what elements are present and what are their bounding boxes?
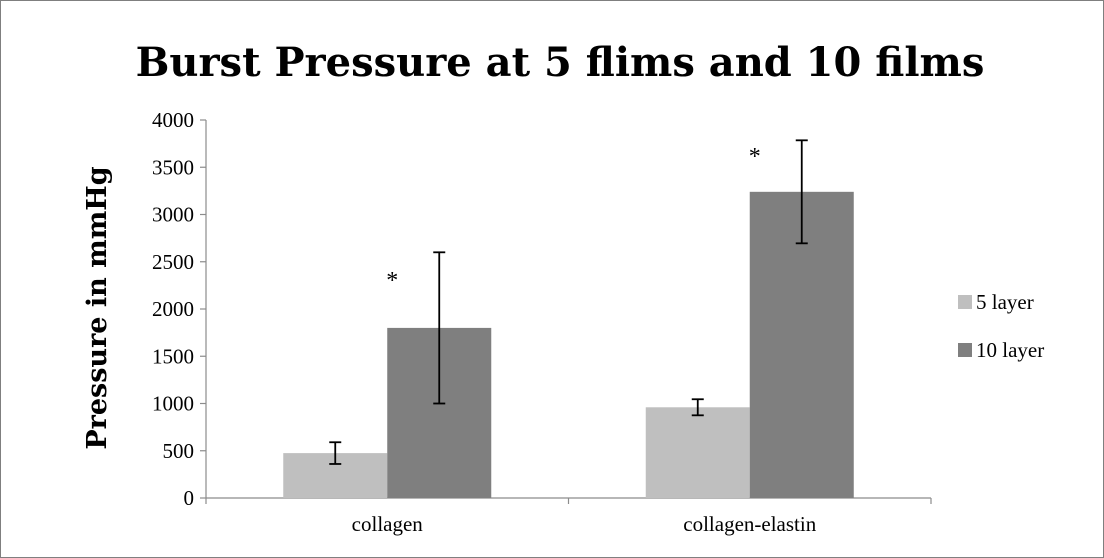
x-tick-label: collagen-elastin (683, 512, 816, 536)
legend-swatch (958, 295, 972, 309)
y-tick-label: 0 (184, 486, 195, 510)
error-bar (795, 139, 808, 245)
legend-label: 5 layer (976, 290, 1034, 314)
legend: 5 layer 10 layer (958, 290, 1044, 362)
bar (645, 407, 750, 498)
plot-area: 0 500 1000 1500 2000 2500 3000 3500 4000 collagen… (152, 108, 932, 536)
error-bar (329, 441, 342, 465)
y-tick-label: 500 (163, 439, 195, 463)
error-bar (691, 398, 704, 417)
y-tick-label: 4000 (152, 108, 194, 132)
x-tick-label: collagen (352, 512, 424, 536)
y-tick-label: 2500 (152, 250, 194, 274)
significance-marker: * (749, 144, 761, 170)
y-axis-label: Pressure in mmHg (82, 166, 113, 449)
legend-item: 10 layer (958, 338, 1044, 362)
significance-marker: * (386, 268, 398, 294)
legend-swatch (958, 343, 972, 357)
legend-label: 10 layer (976, 338, 1044, 362)
y-tick-label: 3000 (152, 203, 194, 227)
chart-title: Burst Pressure at 5 flims and 10 films (136, 39, 985, 86)
y-tick-label: 3500 (152, 155, 194, 179)
y-tick-label: 1500 (152, 344, 194, 368)
y-tick-label: 2000 (152, 297, 194, 321)
legend-item: 5 layer (958, 290, 1034, 314)
y-tick-label: 1000 (152, 392, 194, 416)
error-bar (433, 251, 446, 405)
